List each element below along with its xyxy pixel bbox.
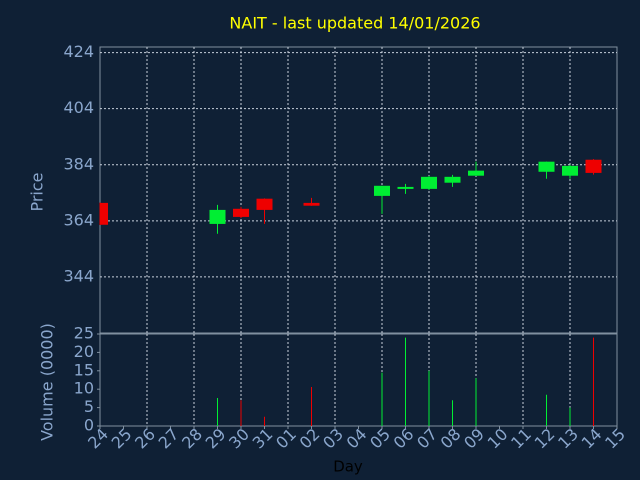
candle-body (100, 202, 108, 225)
candle-body (303, 202, 320, 206)
volume-axis-label: Volume (0000) (38, 323, 57, 441)
x-axis-label: Day (333, 458, 363, 476)
candle-body (538, 161, 555, 172)
y-tick-label: 344 (63, 266, 94, 285)
candle-body (374, 185, 390, 196)
y-axis-label: Price (28, 172, 47, 211)
candle-body (562, 165, 578, 176)
candle-body (444, 176, 461, 183)
volume-tick-label: 20 (74, 342, 94, 361)
chart-title: NAIT - last updated 14/01/2026 (229, 14, 480, 33)
volume-tick-label: 15 (74, 360, 94, 379)
volume-tick-label: 25 (74, 324, 94, 343)
y-tick-label: 364 (63, 210, 94, 229)
volume-tick-label: 0 (84, 416, 94, 435)
candle-body (233, 208, 249, 217)
volume-tick-label: 10 (74, 379, 94, 398)
price-frame (99, 46, 618, 334)
candle-body (585, 159, 602, 173)
y-tick-label: 384 (63, 154, 94, 173)
candle-body (209, 209, 226, 224)
y-tick-label: 404 (63, 98, 94, 117)
candle-body (397, 186, 414, 189)
candle-body (256, 198, 273, 210)
candle-body (468, 170, 484, 176)
candle-body (421, 176, 437, 189)
volume-tick-label: 5 (84, 397, 94, 416)
y-tick-label: 424 (63, 42, 94, 61)
